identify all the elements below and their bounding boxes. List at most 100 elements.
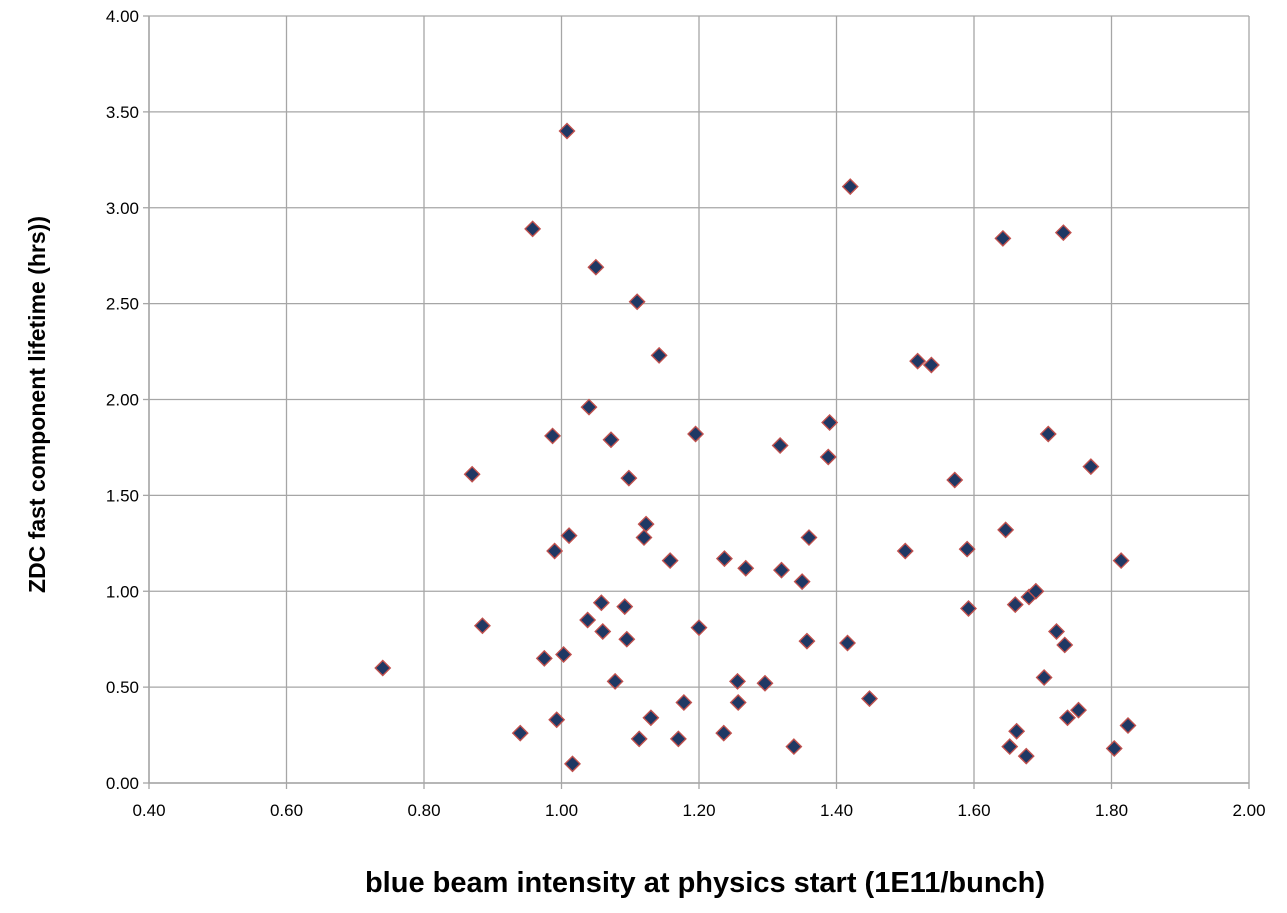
data-point: [756, 674, 774, 692]
x-tick-label: 0.60: [270, 801, 303, 820]
data-point: [650, 346, 668, 364]
data-point: [564, 755, 581, 773]
data-point: [687, 425, 705, 443]
data-point: [511, 724, 529, 742]
x-tick-label: 1.00: [545, 801, 578, 820]
data-point: [1105, 739, 1123, 757]
data-point: [548, 711, 566, 729]
data-point: [1048, 623, 1065, 641]
y-tick-label: 3.00: [106, 199, 139, 218]
x-tick-label: 0.40: [132, 801, 165, 820]
axes: [143, 15, 1250, 789]
data-point: [606, 672, 624, 690]
data-point: [524, 220, 542, 238]
y-tick-label: 2.50: [106, 295, 139, 314]
data-point: [690, 619, 708, 637]
data-point: [960, 600, 977, 617]
data-point: [580, 398, 598, 416]
data-point: [669, 730, 687, 748]
y-tick-label: 1.00: [106, 582, 139, 601]
data-points: [374, 122, 1137, 773]
x-tick-label: 1.80: [1095, 801, 1128, 820]
data-point: [602, 431, 620, 449]
data-point: [861, 690, 878, 708]
x-tick-label: 1.20: [682, 801, 715, 820]
data-point: [1059, 709, 1076, 727]
data-point: [1035, 669, 1053, 687]
data-point: [555, 646, 573, 664]
data-point: [594, 623, 612, 641]
data-point: [715, 724, 733, 742]
data-point: [661, 552, 679, 570]
data-point: [729, 672, 746, 690]
data-point: [587, 258, 605, 276]
data-point: [1112, 552, 1130, 570]
data-point: [642, 709, 660, 727]
data-point: [546, 542, 564, 560]
data-point: [1001, 738, 1019, 756]
data-point: [819, 448, 837, 466]
y-tick-label: 3.50: [106, 103, 139, 122]
data-point: [773, 561, 790, 579]
data-point: [1006, 596, 1024, 614]
data-point: [841, 178, 859, 196]
data-point: [800, 529, 818, 547]
data-point: [715, 550, 733, 568]
data-point: [628, 293, 646, 311]
data-point: [473, 617, 491, 635]
data-point: [1056, 636, 1074, 654]
data-point: [1017, 747, 1035, 765]
data-point: [821, 414, 839, 431]
data-point: [1070, 701, 1087, 719]
y-axis-title: ZDC fast component lifetime (hrs)): [24, 216, 50, 593]
x-tick-label: 1.60: [957, 801, 990, 820]
data-point: [630, 730, 648, 748]
x-tick-label: 2.00: [1232, 801, 1265, 820]
y-tick-label: 0.00: [106, 774, 139, 793]
data-point: [675, 693, 693, 711]
data-point: [896, 542, 914, 560]
data-point: [560, 527, 578, 545]
data-point: [635, 529, 653, 547]
data-point: [839, 634, 856, 652]
data-point: [637, 515, 655, 533]
data-point: [535, 649, 553, 667]
data-point: [558, 122, 576, 140]
data-point: [737, 559, 755, 577]
data-point: [463, 465, 481, 483]
data-point: [544, 427, 562, 445]
data-point: [374, 659, 392, 677]
data-point: [1008, 722, 1026, 740]
data-point: [798, 632, 816, 650]
data-point: [997, 521, 1015, 539]
data-point: [909, 352, 927, 370]
x-tick-label: 0.80: [407, 801, 440, 820]
data-point: [1039, 425, 1057, 443]
y-tick-label: 0.50: [106, 678, 139, 697]
y-tick-label: 2.00: [106, 391, 139, 410]
y-tick-label: 1.50: [106, 486, 139, 505]
x-axis-title: blue beam intensity at physics start (1E…: [365, 867, 1045, 899]
x-tick-label: 1.40: [820, 801, 853, 820]
data-point: [958, 540, 976, 558]
data-point: [1054, 224, 1072, 242]
y-tick-label: 4.00: [106, 7, 139, 26]
data-point: [616, 598, 634, 616]
data-point: [771, 437, 789, 455]
data-point: [620, 469, 638, 487]
data-point: [994, 229, 1012, 247]
data-point: [922, 356, 940, 374]
data-point: [579, 611, 597, 629]
data-point: [1082, 458, 1100, 476]
data-point: [1119, 716, 1137, 734]
data-point: [793, 573, 811, 591]
data-point: [946, 471, 964, 489]
gridlines: [148, 15, 1250, 784]
data-point: [1027, 582, 1045, 600]
tick-labels: 0.40 0.60 0.80 1.00 1.20 1.40 1.60 1.80 2.00 0.00…: [106, 7, 1266, 820]
data-point: [592, 594, 610, 612]
data-point: [729, 693, 747, 711]
data-point: [618, 630, 636, 648]
